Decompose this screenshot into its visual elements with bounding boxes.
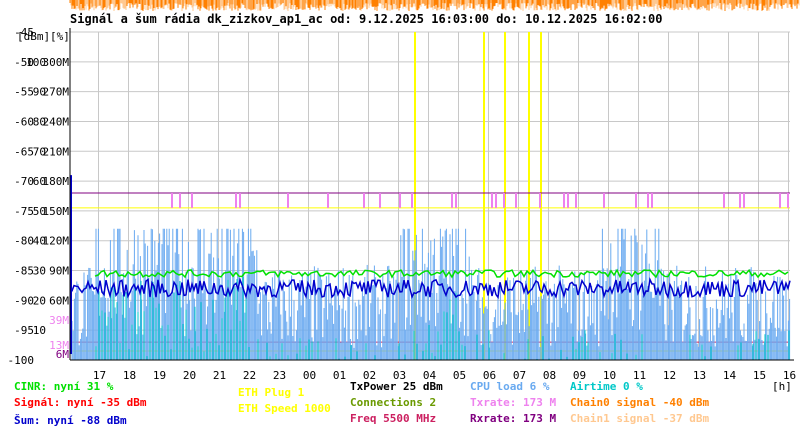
x-tick-hour: 07 [513,369,526,382]
x-tick-hour: 20 [183,369,196,382]
y-axis-header-pct: [%] [50,30,70,43]
y-tick-dbm: -95 [14,324,34,337]
y-tick-pct: 50 [33,205,46,218]
y-tick-dbm: -90 [14,294,34,307]
y-tick-pct: 80 [33,115,46,128]
x-tick-hour: 08 [543,369,556,382]
legend-airtime: Airtime 0 % [570,380,643,393]
legend-eth-plug: ETH Plug 1 [238,386,305,399]
x-tick-hour: 18 [123,369,136,382]
x-tick-hour: 21 [213,369,226,382]
x-tick-hour: 09 [573,369,586,382]
x-tick-hour: 12 [663,369,676,382]
y-axis-header-dbm: [dBm] [17,30,50,43]
legend-txpower: TxPower 25 dBm [350,380,443,393]
x-tick-hour: 01 [333,369,346,382]
y-tick-dbm: -65 [14,145,34,158]
x-tick-hour: 17 [93,369,106,382]
y-tick-rate: 180M [43,175,70,188]
legend-cinr: CINR: nyní 31 % [14,380,114,393]
legend-txrate: Txrate: 173 M [470,396,557,409]
x-tick-hour: 00 [303,369,316,382]
legend-signal: Signál: nyní -35 dBm [14,396,147,409]
y-tick-dbm: -50 [14,56,34,69]
y-tick-dbm: -55 [14,86,34,99]
x-tick-hour: 15 [753,369,766,382]
y-tick-rate: 150M [43,205,70,218]
y-tick-pct: 90 [33,86,46,99]
y-tick-pct: 40 [33,235,46,248]
x-axis-header-hours: [h] [772,380,792,393]
y-tick-dbm: -85 [14,265,34,278]
x-tick-hour: 13 [693,369,706,382]
x-tick-hour: 10 [603,369,616,382]
x-tick-hour: 02 [363,369,376,382]
y-tick-pct: 10 [33,324,46,337]
x-tick-hour: 14 [723,369,737,382]
y-tick-rate: 60M [49,294,69,307]
tick-labels: -45-50-55-60-65-70-75-80-85-90-95-100100… [8,26,797,393]
y-tick-pct: 60 [33,175,46,188]
y-tick-pct: 30 [33,265,46,278]
x-tick-hour: 22 [243,369,256,382]
legend-cpu: CPU load 6 % [470,380,550,393]
legend-chain1: Chain1 signal -37 dBm [570,412,710,425]
y-tick-rate: 90M [49,265,69,278]
x-tick-hour: 04 [423,369,437,382]
y-tick-pct: 100 [26,56,46,69]
y-tick-pct: 20 [33,294,46,307]
y-tick-rate: 39M [49,314,69,327]
y-tick-dbm: -75 [14,205,34,218]
y-tick-rate: 240M [43,115,70,128]
x-tick-hour: 11 [633,369,646,382]
y-tick-dbm: -80 [14,235,34,248]
y-tick-pct: 70 [33,145,46,158]
y-tick-dbm: -70 [14,175,34,188]
series-layer [69,32,791,360]
legend-freq: Freq 5500 MHz [350,412,437,425]
legend-rxrate: Rxrate: 173 M [470,412,557,425]
x-tick-hour: 19 [153,369,166,382]
y-tick-rate: 120M [43,235,70,248]
axes [69,28,794,361]
legend-connections: Connections 2 [350,396,437,409]
grid [70,31,790,361]
y-tick-rate: 210M [43,145,70,158]
y-tick-dbm: -60 [14,115,34,128]
y-tick-rate: 270M [43,86,70,99]
x-tick-hour: 05 [453,369,466,382]
y-tick-rate: 6M [56,348,70,361]
legend-chain0: Chain0 signal -40 dBm [570,396,710,409]
legend-noise: Šum: nyní -88 dBm [14,414,127,427]
chain-signal-noise-band [69,0,800,11]
y-tick-dbm: -45 [14,26,34,39]
x-tick-hour: 06 [483,369,496,382]
noise-series [69,277,791,300]
x-tick-hour: 16 [783,369,796,382]
cinr-series [94,268,789,279]
legend-eth-speed: ETH Speed 1000 [238,402,331,415]
y-tick-rate: 13M [49,339,69,352]
chart-title: Signál a šum rádia dk_zizkov_ap1_ac od: … [70,12,663,26]
y-tick-rate: 300M [43,56,70,69]
x-tick-hour: 03 [393,369,406,382]
y-tick-dbm: -100 [8,354,35,367]
x-tick-hour: 23 [273,369,286,382]
